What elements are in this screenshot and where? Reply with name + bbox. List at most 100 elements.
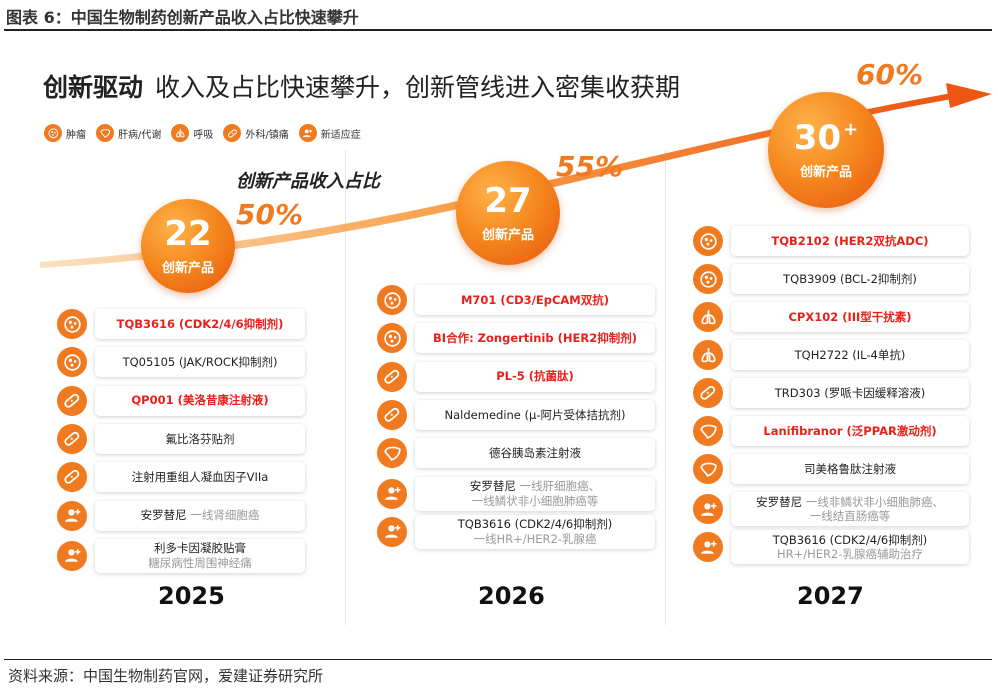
pipeline-line: M701 (CD3/EpCAM双抗) xyxy=(461,293,609,307)
pipeline-card: TQH2722 (IL-4单抗) xyxy=(731,340,969,370)
pipeline-line: BI合作: Zongertinib (HER2抑制剂) xyxy=(433,331,637,345)
person-plus-icon xyxy=(693,494,723,524)
drug-name: 利多卡因凝胶贴膏 xyxy=(154,541,246,556)
indication-text: HR+/HER2-乳腺癌辅助治疗 xyxy=(776,547,924,561)
pipeline-line: 氟比洛芬贴剂 xyxy=(166,432,235,446)
column-divider xyxy=(665,150,666,625)
legend-item: 呼吸 xyxy=(171,124,213,142)
lung-icon xyxy=(693,302,723,332)
count-label: 创新产品 xyxy=(161,260,214,276)
pipeline-line: TQB3616 (CDK2/4/6抑制剂) xyxy=(117,317,284,331)
drug-name: TQB3616 (CDK2/4/6抑制剂) xyxy=(772,532,928,547)
pipeline-item: Lanifibranor (泛PPAR激动剂) xyxy=(693,416,969,446)
pipeline-item: CPX102 (III型干扰素) xyxy=(693,302,969,332)
pipeline-line: CPX102 (III型干扰素) xyxy=(788,310,911,324)
headline-rest: 收入及占比快速攀升，创新管线进入密集收获期 xyxy=(155,73,681,102)
pipeline-card: Lanifibranor (泛PPAR激动剂) xyxy=(731,416,969,446)
pipeline-item: 注射用重组人凝血因子VIIa xyxy=(57,462,305,493)
person-plus-icon xyxy=(377,516,407,547)
bandage-icon xyxy=(693,378,723,408)
legend-label: 外科/镇痛 xyxy=(245,129,289,141)
drug-name: 安罗替尼 xyxy=(756,494,803,509)
pipeline-item: TRD303 (罗哌卡因缓释溶液) xyxy=(693,378,969,408)
pipeline-card: PL-5 (抗菌肽) xyxy=(415,361,655,392)
pipeline-item: 德谷胰岛素注射液 xyxy=(377,438,655,469)
pipeline-item: TQB3616 (CDK2/4/6抑制剂) HR+/HER2-乳腺癌辅助治疗 xyxy=(693,530,969,564)
pipeline-item: 氟比洛芬贴剂 xyxy=(57,423,305,454)
pipeline-item: TQB2102 (HER2双抗ADC) xyxy=(693,226,969,256)
pipeline-item: 利多卡因凝胶贴膏 糖尿病性周围神经痛 xyxy=(57,538,305,573)
legend-label: 呼吸 xyxy=(193,129,214,141)
drug-name: 司美格鲁肽注射液 xyxy=(804,461,896,476)
headline-bold: 创新驱动 xyxy=(43,73,144,102)
pipeline-card: TQB3616 (CDK2/4/6抑制剂) xyxy=(95,309,305,339)
pipeline-item: TQ05105 (JAK/ROCK抑制剂) xyxy=(57,347,305,378)
column-divider xyxy=(345,150,346,625)
pipeline-line: 安罗替尼 一线非鳞状非小细胞肺癌、 xyxy=(756,495,944,509)
pipeline-card: TQB2102 (HER2双抗ADC) xyxy=(731,226,969,256)
drug-name: 氟比洛芬贴剂 xyxy=(165,431,235,446)
pipeline-card: 司美格鲁肽注射液 xyxy=(731,454,969,484)
pipeline-item: BI合作: Zongertinib (HER2抑制剂) xyxy=(377,323,655,354)
liver-icon xyxy=(377,438,407,469)
drug-name: TQ05105 (JAK/ROCK抑制剂) xyxy=(122,355,278,370)
year-label-2026: 2026 xyxy=(478,582,545,610)
drug-name: 注射用重组人凝血因子VIIa xyxy=(131,470,269,484)
count-label: 创新产品 xyxy=(799,164,852,180)
pipeline-card: TQB3616 (CDK2/4/6抑制剂) 一线HR+/HER2-乳腺癌 xyxy=(415,514,655,549)
headline: 创新驱动 收入及占比快速攀升，创新管线进入密集收获期 xyxy=(43,68,680,104)
pipeline-card: 安罗替尼 一线非鳞状非小细胞肺癌、 一线结直肠癌等 xyxy=(731,492,969,526)
pipeline-card: TQ05105 (JAK/ROCK抑制剂) xyxy=(95,347,305,378)
pipeline-item: Naldemedine (μ-阿片受体拮抗剂) xyxy=(377,399,655,430)
pipeline-card: 氟比洛芬贴剂 xyxy=(95,423,305,454)
pipeline-card: 利多卡因凝胶贴膏 糖尿病性周围神经痛 xyxy=(95,538,305,573)
pipeline-card: M701 (CD3/EpCAM双抗) xyxy=(415,285,655,315)
count-number: 27 xyxy=(484,180,532,221)
count-value: 27 xyxy=(484,184,531,218)
legend-label: 肝病/代谢 xyxy=(118,129,162,141)
person-plus-icon xyxy=(377,478,407,509)
count-number: 22 xyxy=(164,213,212,254)
count-suffix: + xyxy=(843,118,859,140)
share-label-2025: 50% xyxy=(236,198,304,231)
drug-name: PL-5 (抗菌肽) xyxy=(496,369,574,384)
legend-item: 外科/镇痛 xyxy=(223,124,289,142)
liver-icon xyxy=(693,454,723,484)
pipeline-item: TQH2722 (IL-4单抗) xyxy=(693,340,969,370)
person-plus-icon xyxy=(57,540,87,571)
indication-text: 一线鳞状非小细胞肺癌等 xyxy=(471,493,599,508)
pipeline-line: QP001 (美洛昔康注射液) xyxy=(131,393,268,407)
pipeline-line: Naldemedine (μ-阿片受体拮抗剂) xyxy=(445,408,626,422)
tumor-icon xyxy=(57,309,87,339)
pipeline-item: 司美格鲁肽注射液 xyxy=(693,454,969,484)
drug-name: 安罗替尼 xyxy=(140,508,187,523)
drug-name: 安罗替尼 xyxy=(469,479,516,494)
source-note: 资料来源：中国生物制药官网，爱建证券研究所 xyxy=(8,667,324,685)
tumor-icon xyxy=(377,323,407,354)
pipeline-item: PL-5 (抗菌肽) xyxy=(377,361,655,392)
indication-text: 一线HR+/HER2-乳腺癌 xyxy=(473,531,597,546)
pipeline-line: TQ05105 (JAK/ROCK抑制剂) xyxy=(123,355,278,369)
pipeline-item: 安罗替尼 一线肝细胞癌、 一线鳞状非小细胞肺癌等 xyxy=(377,476,655,511)
liver-icon xyxy=(693,416,723,446)
pipeline-line: 德谷胰岛素注射液 xyxy=(489,446,581,460)
pipeline-line: TQB2102 (HER2双抗ADC) xyxy=(771,234,928,248)
tumor-icon xyxy=(57,347,87,378)
pipeline-card: 安罗替尼 一线肾细胞癌 xyxy=(95,500,305,531)
count-value: 30 + xyxy=(794,118,859,155)
pipeline-line: 安罗替尼 一线肝细胞癌、 xyxy=(470,479,600,493)
indication-text: 一线结直肠癌等 xyxy=(809,509,891,523)
legend-label: 肿瘤 xyxy=(66,129,86,141)
liver-icon xyxy=(96,124,114,142)
bandage-icon xyxy=(377,361,407,392)
figure-title: 图表 6：中国生物制药创新产品收入占比快速攀升 xyxy=(6,8,359,27)
pipeline-card: Naldemedine (μ-阿片受体拮抗剂) xyxy=(415,399,655,430)
drug-name: Lanifibranor (泛PPAR激动剂) xyxy=(763,423,937,438)
pipeline-item: TQB3616 (CDK2/4/6抑制剂) 一线HR+/HER2-乳腺癌 xyxy=(377,514,655,549)
pipeline-card: 安罗替尼 一线肝细胞癌、 一线鳞状非小细胞肺癌等 xyxy=(415,476,655,511)
person-plus-icon xyxy=(693,532,723,562)
legend-item: 肿瘤 xyxy=(44,124,86,142)
top-rule xyxy=(4,29,992,31)
lung-icon xyxy=(693,340,723,370)
pipeline-line: 司美格鲁肽注射液 xyxy=(804,462,896,476)
